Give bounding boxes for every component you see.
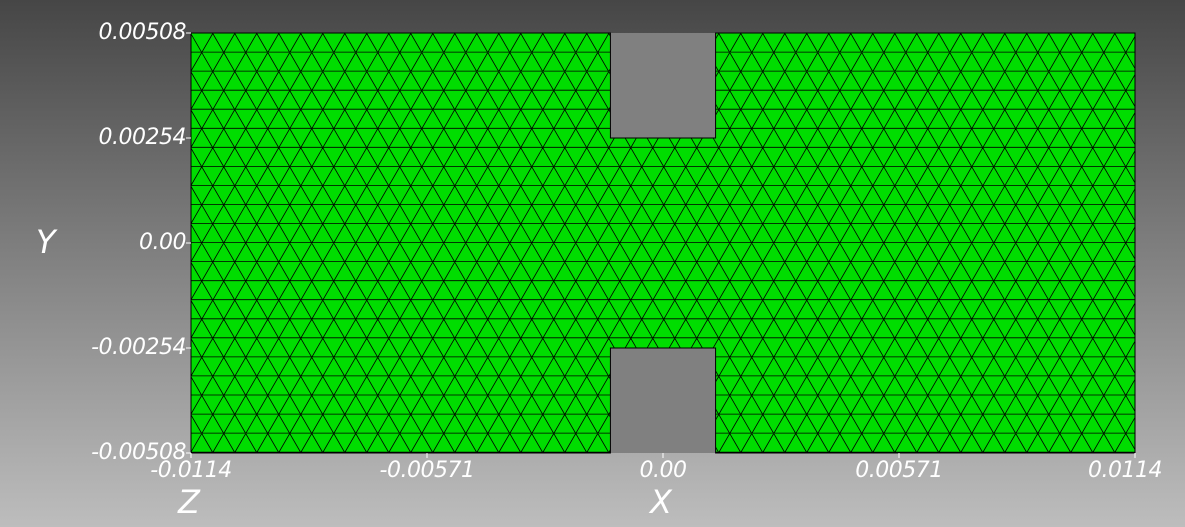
x-tick-label: 0.00571 xyxy=(855,460,942,482)
bottom-notch xyxy=(610,348,715,453)
x-tick-label: -0.00571 xyxy=(380,460,475,482)
x-tick-label: 0.00 xyxy=(640,460,687,482)
z-axis-title: Z xyxy=(178,486,200,518)
x-tick-label: -0.0114 xyxy=(150,460,231,482)
x-tick-label: 0.0114 xyxy=(1088,460,1162,482)
y-tick-label: 0.00254 xyxy=(99,127,186,149)
y-tick-label: 0.00508 xyxy=(99,22,186,44)
y-axis-title: Y xyxy=(36,226,56,258)
top-notch xyxy=(610,33,715,138)
x-axis-title: X xyxy=(650,486,672,518)
y-tick-label: -0.00254 xyxy=(91,337,186,359)
y-tick-label: 0.00 xyxy=(139,232,186,254)
